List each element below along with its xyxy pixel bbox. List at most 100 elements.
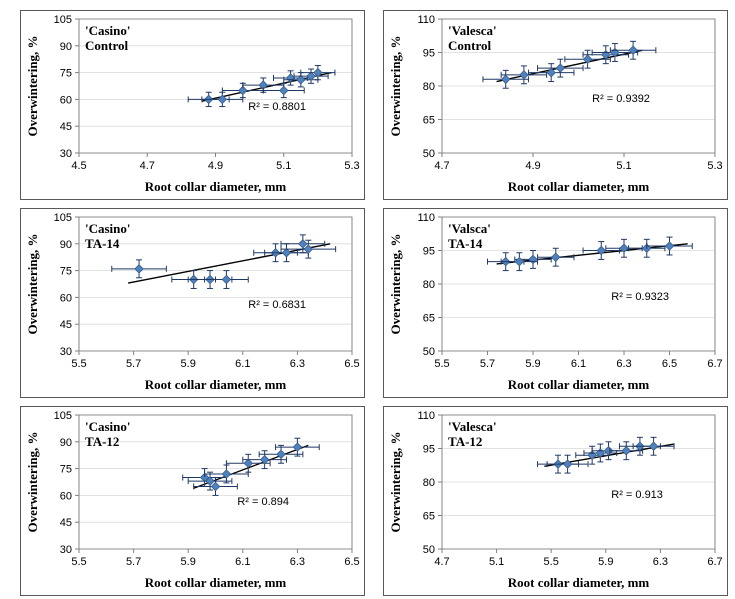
y-tick-label: 105 (54, 410, 72, 422)
chart-panel: 30 45 60 75 90 105 5.5 5.7 5.9 6.1 6.3 6.5 Overwinte… (20, 208, 365, 398)
r-squared-label: R² = 0.8801 (248, 101, 306, 113)
panel-title-line: TA-12 (448, 434, 482, 449)
x-tick-label: 4.5 (71, 160, 86, 172)
panel-title-line: TA-14 (85, 236, 120, 251)
x-tick-label: 4.7 (140, 160, 155, 172)
x-axis-label: Root collar diameter, mm (145, 179, 287, 194)
y-tick-label: 110 (417, 14, 435, 26)
x-tick-label: 4.9 (525, 160, 540, 172)
x-axis-label: Root collar diameter, mm (145, 377, 287, 392)
x-tick-label: 6.7 (707, 556, 722, 568)
y-tick-label: 95 (423, 444, 435, 456)
chart-panel: 30456075901054.54.74.95.15.3Overwinterin… (20, 10, 365, 200)
x-tick-label: 5.9 (598, 556, 613, 568)
y-tick-label: 75 (60, 464, 72, 476)
panel-title-line: TA-12 (85, 434, 119, 449)
y-tick-label: 95 (423, 48, 435, 60)
x-tick-label: 5.7 (126, 556, 141, 568)
y-tick-label: 45 (60, 517, 72, 529)
x-tick-label: 6.1 (235, 358, 250, 370)
x-tick-label: 5.1 (489, 556, 504, 568)
y-tick-label: 60 (60, 94, 72, 106)
x-tick-label: 5.9 (181, 358, 196, 370)
x-tick-label: 5.9 (525, 358, 540, 370)
x-tick-label: 6.3 (290, 358, 305, 370)
x-tick-label: 4.7 (434, 556, 449, 568)
x-axis-label: Root collar diameter, mm (508, 179, 650, 194)
x-tick-label: 5.5 (544, 556, 559, 568)
x-tick-label: 6.5 (344, 358, 359, 370)
x-tick-label: 5.5 (434, 358, 449, 370)
panel-title-line: Control (85, 38, 128, 53)
x-tick-label: 6.5 (344, 556, 359, 568)
x-tick-label: 6.7 (707, 358, 722, 370)
y-axis-label: Overwintering, % (388, 431, 403, 532)
x-tick-label: 6.1 (571, 358, 586, 370)
y-tick-label: 75 (60, 68, 72, 80)
chart-panel: 50 65 80 95 110 4.7 4.9 5.1 5.3 Overwintering, % R… (383, 10, 728, 200)
y-tick-label: 50 (423, 346, 435, 358)
x-axis-label: Root collar diameter, mm (508, 575, 650, 590)
panel-title-line: 'Casino' (85, 419, 131, 434)
y-tick-label: 65 (423, 511, 435, 523)
panel-title-line: TA-14 (448, 236, 483, 251)
y-tick-label: 90 (60, 239, 72, 251)
y-axis-label: Overwintering, % (388, 35, 403, 136)
x-tick-label: 5.5 (71, 358, 86, 370)
x-tick-label: 5.1 (276, 160, 291, 172)
y-tick-label: 60 (60, 490, 72, 502)
y-tick-label: 90 (60, 41, 72, 53)
y-axis-label: Overwintering, % (388, 233, 403, 334)
scatter-grid-figure: 30 45 60 75 90 105 4.5 4.7 4.9 5.1 5.3 Overwinterin… (0, 0, 735, 599)
r-squared-label: R² = 0.6831 (248, 299, 306, 311)
r-squared-label: R² = 0.894 (237, 496, 289, 508)
x-axis-label: Root collar diameter, mm (145, 575, 287, 590)
x-axis-label: Root collar diameter, mm (508, 377, 650, 392)
x-tick-label: 4.7 (434, 160, 449, 172)
panel-title-line: 'Casino' (85, 221, 131, 236)
x-tick-label: 5.7 (126, 358, 141, 370)
y-tick-label: 65 (423, 313, 435, 325)
y-tick-label: 30 (60, 148, 72, 160)
y-tick-label: 90 (60, 437, 72, 449)
x-tick-label: 5.1 (616, 160, 631, 172)
panel-title-line: Control (448, 38, 491, 53)
y-tick-label: 50 (423, 148, 435, 160)
x-tick-label: 5.3 (344, 160, 359, 172)
y-tick-label: 60 (60, 292, 72, 304)
panel-title-line: 'Valesca' (448, 23, 497, 38)
y-tick-label: 95 (423, 246, 435, 258)
y-tick-label: 80 (423, 477, 435, 489)
y-tick-label: 30 (60, 544, 72, 556)
y-axis-label: Overwintering, % (25, 233, 40, 334)
x-tick-label: 6.3 (616, 358, 631, 370)
chart-panel: 50 65 80 95 110 4.7 5.1 5.5 5.9 6.3 6.7 Overwinteri… (383, 406, 728, 596)
x-tick-label: 5.3 (707, 160, 722, 172)
r-squared-label: R² = 0.9323 (611, 291, 669, 303)
x-tick-label: 6.3 (653, 556, 668, 568)
y-axis-label: Overwintering, % (25, 431, 40, 532)
panel-title-line: 'Casino' (85, 23, 131, 38)
y-axis-label: Overwintering, % (25, 35, 40, 136)
y-tick-label: 65 (423, 115, 435, 127)
y-tick-label: 75 (60, 266, 72, 278)
chart-panel: 506580951105.55.75.96.16.36.56.7Overwint… (383, 208, 728, 398)
x-tick-label: 5.7 (480, 358, 495, 370)
x-tick-label: 4.9 (208, 160, 223, 172)
x-tick-label: 5.5 (71, 556, 86, 568)
y-tick-label: 110 (417, 410, 435, 422)
y-tick-label: 50 (423, 544, 435, 556)
y-tick-label: 45 (60, 121, 72, 133)
y-tick-label: 30 (60, 346, 72, 358)
y-tick-label: 110 (417, 212, 435, 224)
panel-title-line: 'Valsca' (448, 221, 491, 236)
x-tick-label: 5.9 (181, 556, 196, 568)
y-tick-label: 80 (423, 279, 435, 291)
y-tick-label: 80 (423, 81, 435, 93)
y-tick-label: 105 (54, 212, 72, 224)
r-squared-label: R² = 0.913 (611, 489, 663, 501)
y-tick-label: 45 (60, 319, 72, 331)
panel-title-line: 'Valesca' (448, 419, 497, 434)
r-squared-label: R² = 0.9392 (592, 93, 650, 105)
x-tick-label: 6.3 (290, 556, 305, 568)
